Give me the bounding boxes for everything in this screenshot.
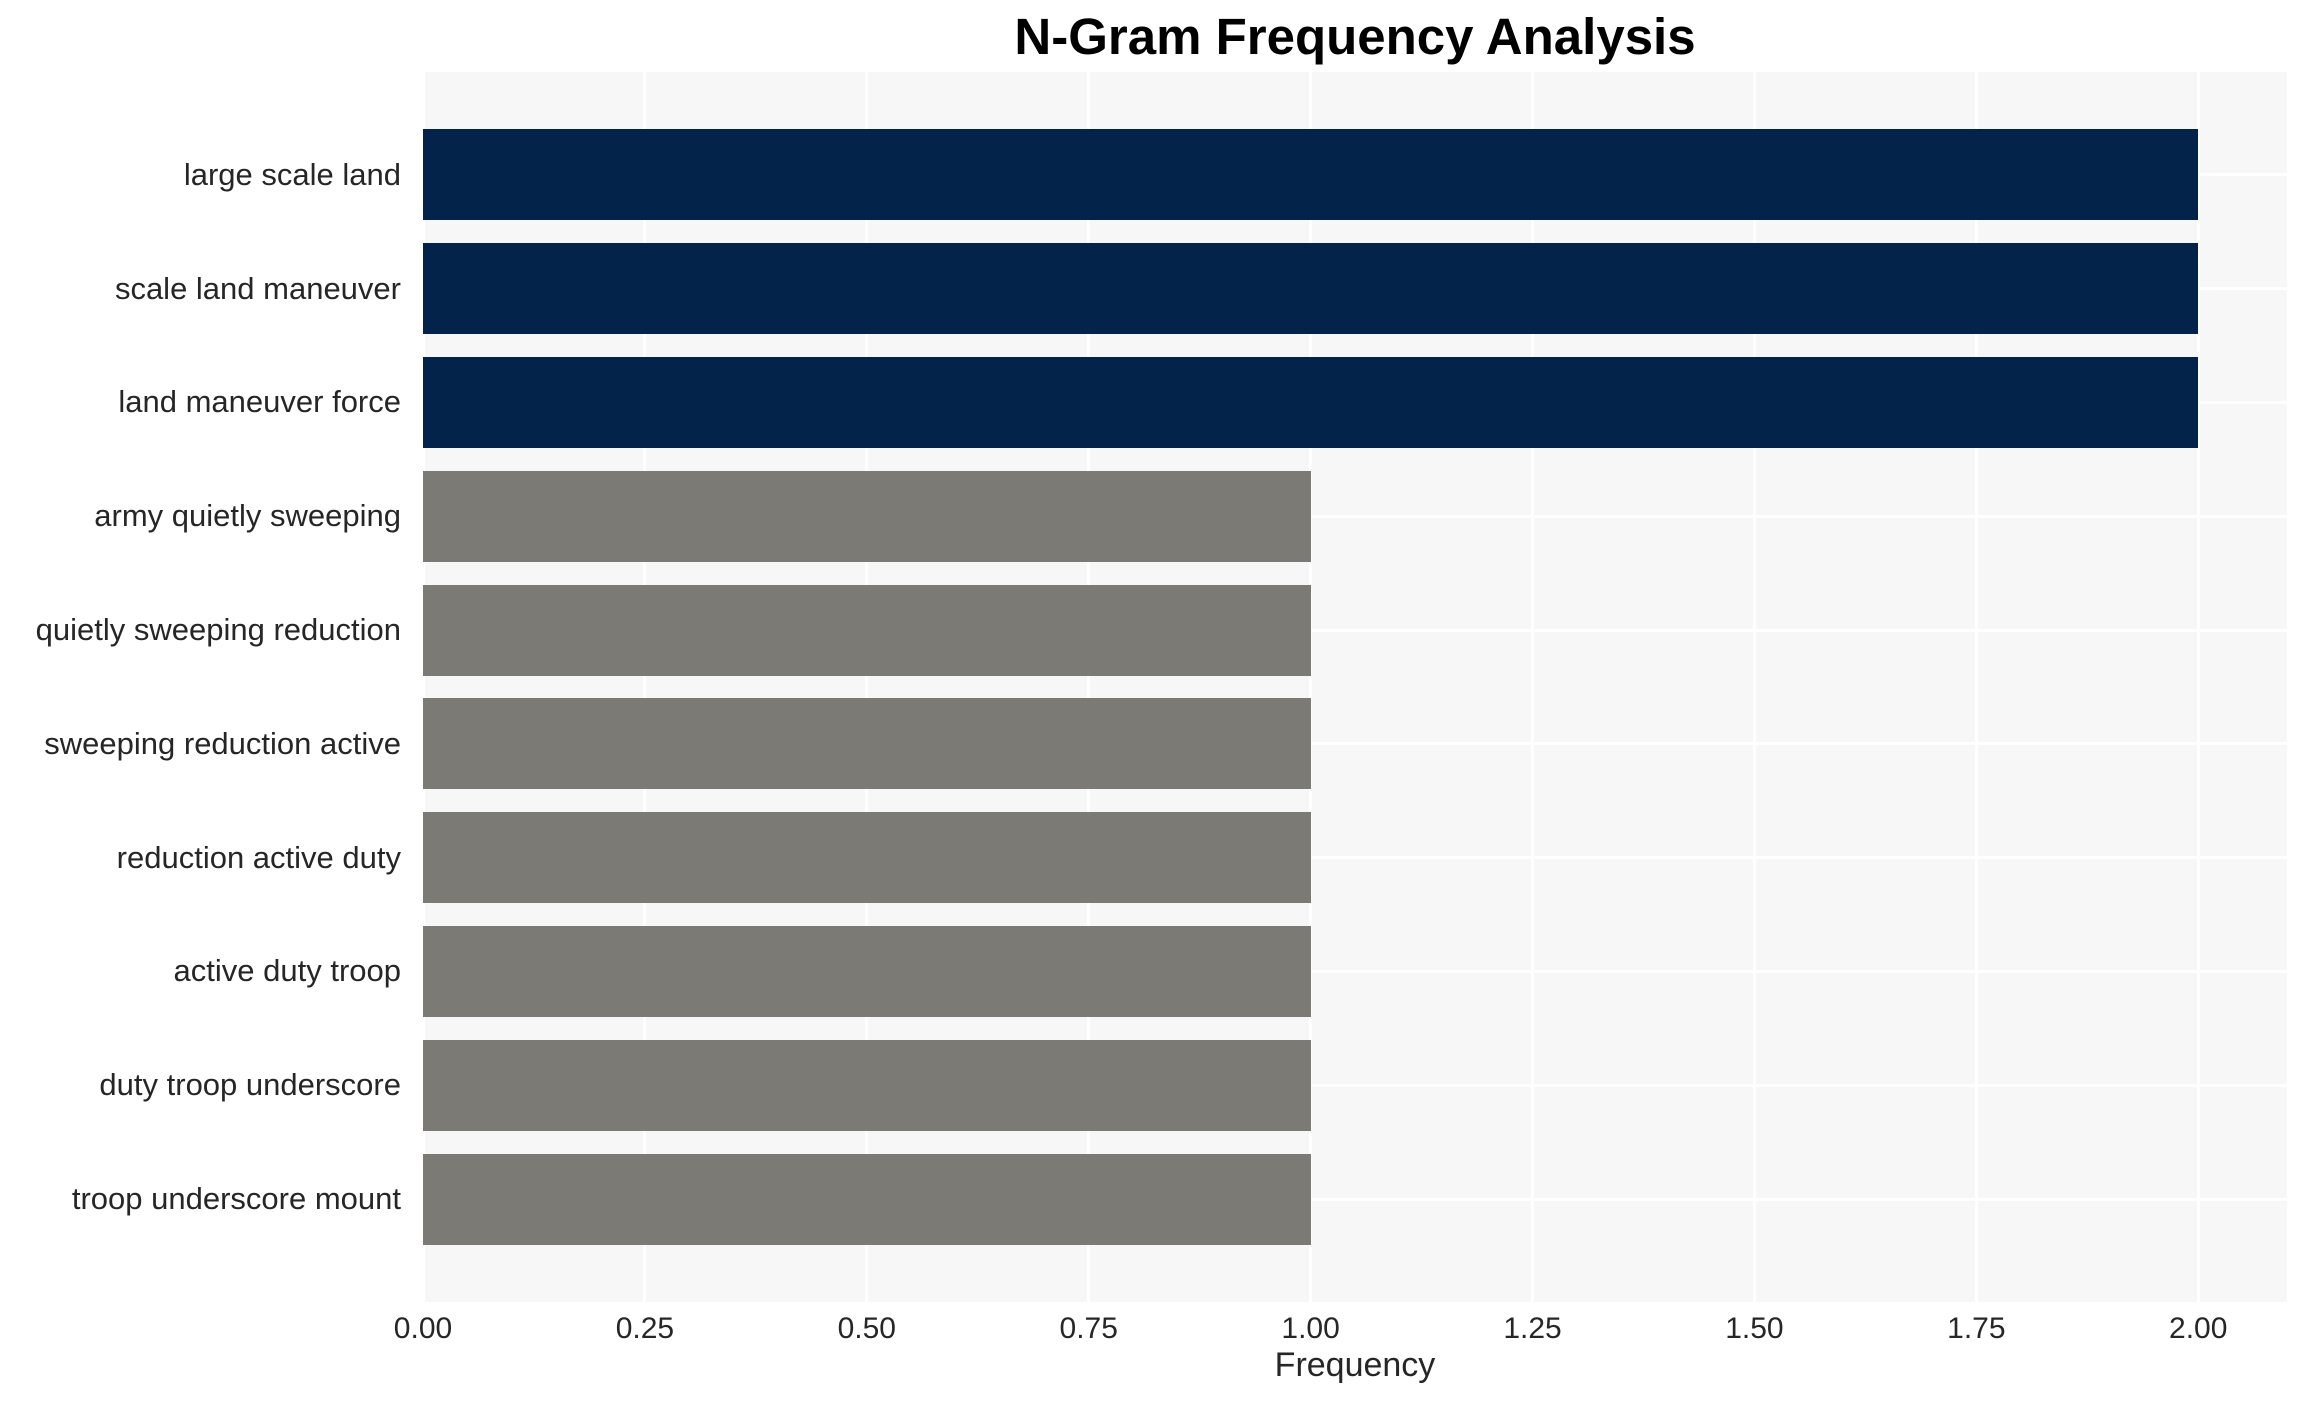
y-axis-label: quietly sweeping reduction [35,612,401,648]
bar-land-maneuver-force [423,356,2199,448]
y-label-row: troop underscore mount [0,1142,401,1256]
bar-active-duty-troop [423,925,1311,1017]
x-tick-label: 2.00 [2169,1312,2228,1345]
y-axis-label: scale land maneuver [114,270,401,306]
bar-row [423,687,2287,801]
h-gridline [423,628,2287,632]
h-gridline [423,970,2287,973]
h-gridline [423,856,2287,860]
v-gridline [1752,72,1756,1302]
v-gridline [865,72,869,1302]
y-axis-label: army quietly sweeping [94,498,401,534]
y-axis-label: troop underscore mount [71,1181,401,1217]
bar-row [423,801,2287,915]
y-axis-label: large scale land [183,156,401,192]
y-label-row: active duty troop [0,915,401,1029]
y-label-row: large scale land [0,118,401,232]
y-label-row: duty troop underscore [0,1028,401,1142]
v-gridline [643,72,647,1302]
bar-row [423,346,2287,460]
y-label-row: army quietly sweeping [0,459,401,573]
x-tick-label: 1.50 [1725,1312,1784,1345]
x-tick-label: 1.25 [1503,1312,1562,1345]
bar-row [423,118,2287,232]
bar-row [423,1028,2287,1142]
bar-row [423,1142,2287,1256]
y-label-row: quietly sweeping reduction [0,573,401,687]
bars-container [423,72,2287,1302]
y-axis-label: land maneuver force [118,384,401,420]
y-label-row: land maneuver force [0,346,401,460]
bar-large-scale-land [423,129,2199,221]
h-gridline [423,514,2287,518]
y-axis-labels: large scale land scale land maneuver land … [0,118,401,1256]
bar-row [423,459,2287,573]
h-gridline [423,1197,2287,1201]
bar-troop-underscore-mount [423,1153,1311,1245]
x-tick-label: 0.25 [615,1312,675,1345]
v-gridline [421,72,425,1302]
y-label-row: scale land maneuver [0,232,401,346]
y-axis-label: duty troop underscore [99,1067,401,1103]
x-tick-label: 0.50 [837,1312,896,1345]
bar-row [423,915,2287,1029]
v-gridline [1309,72,1313,1302]
v-gridline [1531,72,1535,1302]
x-tick-label: 0.00 [393,1312,453,1345]
x-tick-label: 1.00 [1281,1312,1340,1345]
x-axis-label: Frequency [1274,1346,1436,1384]
h-gridline [423,742,2287,746]
v-gridline [2196,72,2200,1302]
chart-title: N-Gram Frequency Analysis [1014,8,1696,65]
plot-area [421,72,2287,1302]
y-label-row: sweeping reduction active [0,687,401,801]
bar-sweeping-reduction-active [423,698,1311,790]
y-label-row: reduction active duty [0,801,401,915]
y-axis-label: active duty troop [173,953,401,989]
y-axis-label: sweeping reduction active [44,725,401,761]
bar-reduction-active-duty [423,812,1311,904]
v-gridline [1087,72,1091,1302]
h-gridline [423,1083,2287,1087]
bar-army-quietly-sweeping [423,470,1311,562]
bar-row [423,232,2287,346]
x-tick-label: 0.75 [1059,1312,1118,1345]
x-tick-label: 1.75 [1947,1312,2006,1345]
y-axis-label: reduction active duty [116,839,401,875]
bar-scale-land-maneuver [423,243,2199,335]
v-gridline [1974,72,1978,1302]
bar-row [423,573,2287,687]
bar-quietly-sweeping-reduction [423,584,1311,676]
bar-duty-troop-underscore [423,1039,1311,1131]
